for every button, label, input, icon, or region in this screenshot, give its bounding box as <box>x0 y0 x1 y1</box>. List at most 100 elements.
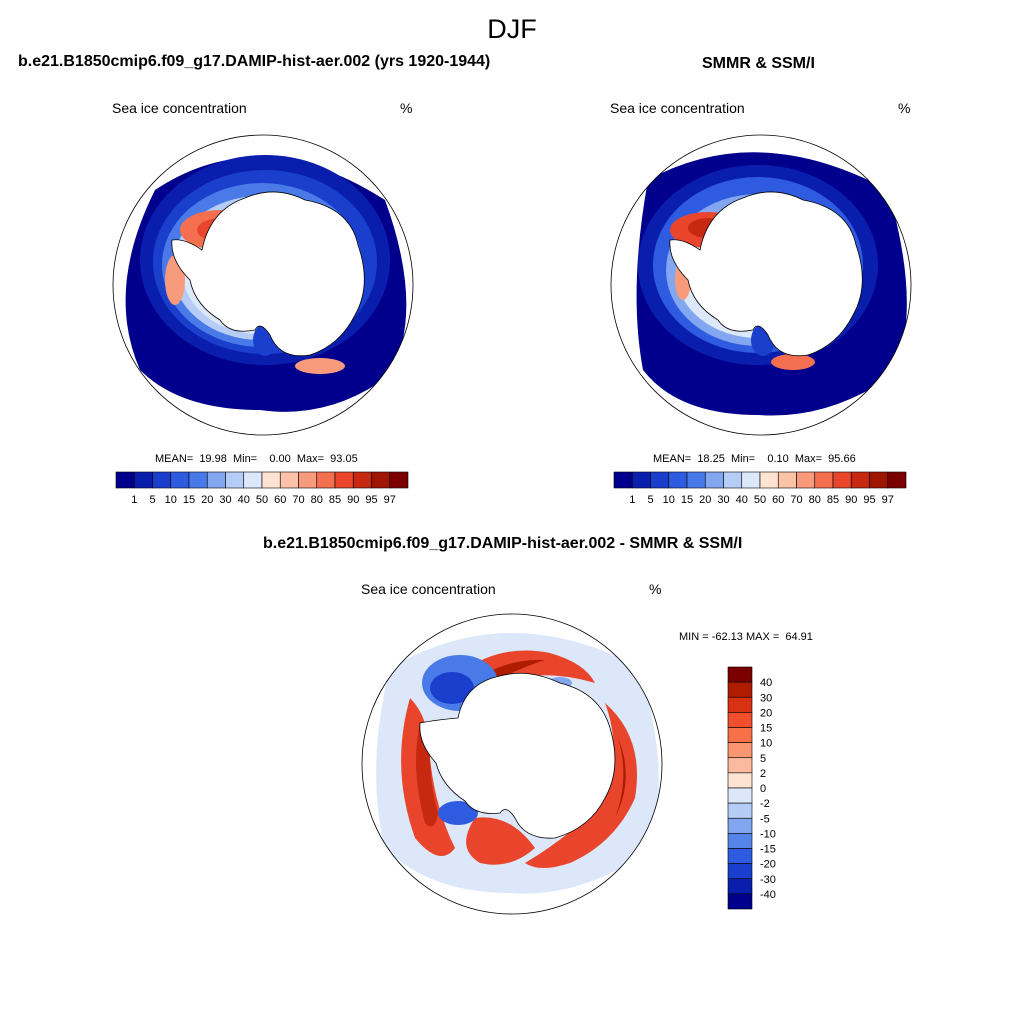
panel-3-colorbar-tick-label: -10 <box>760 828 776 840</box>
panel-2-colorbar-tick-label: 15 <box>681 494 693 506</box>
panel-2-colorbar-swatch <box>723 471 743 489</box>
panel-2-colorbar-swatch <box>796 471 816 489</box>
panel-3-colorbar-swatch <box>727 757 753 774</box>
panel-1-colorbar-tick-label: 15 <box>183 494 195 506</box>
panel-3-colorbar-swatch <box>727 863 753 880</box>
panel-2-title: SMMR & SSM/I <box>702 55 815 72</box>
panel-3-colorbar-swatch <box>727 878 753 895</box>
panel-2-colorbar-tick-label: 10 <box>663 494 675 506</box>
panel-1-colorbar-tick-label: 97 <box>384 494 396 506</box>
panel-1-colorbar-swatch <box>371 471 391 489</box>
panel-3-colorbar-tick-label: -5 <box>760 813 770 825</box>
panel-1-colorbar-tick-label: 60 <box>274 494 286 506</box>
panel-1-colorbar-tick-label: 90 <box>347 494 359 506</box>
panel-3-colorbar-swatch <box>727 681 753 698</box>
panel-3-colorbar-swatch <box>727 666 753 683</box>
panel-2-colorbar-swatch <box>704 471 724 489</box>
panel-3-title: b.e21.B1850cmip6.f09_g17.DAMIP-hist-aer.… <box>263 535 743 552</box>
panel-1-colorbar-swatch <box>133 471 153 489</box>
panel-1-colorbar-swatch <box>298 471 318 489</box>
panel-3-units-label: % <box>649 581 662 597</box>
panel-1-colorbar-tick-label: 70 <box>292 494 304 506</box>
panel-3-colorbar-swatch <box>727 817 753 834</box>
panel-2-colorbar-swatch <box>668 471 688 489</box>
panel-2-colorbar-tick-label: 80 <box>809 494 821 506</box>
panel-2-colorbar-tick-label: 20 <box>699 494 711 506</box>
panel-2-colorbar-swatch <box>759 471 779 489</box>
panel-2-units-label: % <box>898 100 911 116</box>
panel-3-colorbar-tick-label: -30 <box>760 874 776 886</box>
panel-2-colorbar-swatch <box>686 471 706 489</box>
panel-1-colorbar-swatch <box>316 471 336 489</box>
panel-1-colorbar-tick-label: 95 <box>365 494 377 506</box>
panel-3-colorbar-tick-label: 2 <box>760 768 766 780</box>
panel-2-observed-map <box>610 134 912 436</box>
panel-1-colorbar-tick-label: 85 <box>329 494 341 506</box>
panel-1-colorbar-swatch <box>206 471 226 489</box>
panel-2-colorbar-tick-label: 85 <box>827 494 839 506</box>
panel-2-colorbar-tick-label: 70 <box>790 494 802 506</box>
panel-2-colorbar-swatch <box>850 471 870 489</box>
panel-3-colorbar-tick-label: 15 <box>760 723 772 735</box>
panel-3-colorbar-swatch <box>727 848 753 864</box>
panel-2-colorbar-tick-label: 90 <box>845 494 857 506</box>
panel-2-colorbar-swatch <box>832 471 852 489</box>
panel-1-colorbar-tick-label: 1 <box>131 494 137 506</box>
panel-3-colorbar-swatch <box>727 893 753 910</box>
panel-1-colorbar-tick-label: 40 <box>238 494 250 506</box>
panel-3-colorbar-swatch <box>727 712 753 728</box>
panel-2-colorbar-swatch <box>631 471 651 489</box>
panel-1-colorbar-swatch <box>152 471 172 489</box>
panel-1-colorbar-tick-label: 50 <box>256 494 268 506</box>
panel-2-colorbar: 1 5 10 15 20 30 40 50 60 70 80 85 90 95 97 <box>613 471 907 506</box>
panel-2-colorbar-tick-label: 50 <box>754 494 766 506</box>
panel-3-colorbar-swatch <box>727 696 753 713</box>
panel-1-colorbar-swatch <box>188 471 208 489</box>
panel-1-colorbar-swatch <box>225 471 245 489</box>
panel-1-colorbar-tick-label: 20 <box>201 494 213 506</box>
panel-2-colorbar-swatch <box>613 471 633 489</box>
panel-1-colorbar-swatch <box>334 471 354 489</box>
panel-2-colorbar-tick-label: 60 <box>772 494 784 506</box>
panel-3-colorbar-swatch <box>727 772 753 789</box>
panel-2-colorbar-tick-label: 1 <box>629 494 635 506</box>
panel-3-colorbar-tick-label: -2 <box>760 798 770 810</box>
panel-2-colorbar-tick-label: 5 <box>647 494 653 506</box>
panel-1-colorbar-swatch <box>389 471 409 489</box>
panel-3-colorbar-tick-label: 40 <box>760 677 772 689</box>
panel-3-colorbar-tick-label: 20 <box>760 707 772 719</box>
panel-3-variable-label: Sea ice concentration <box>361 581 496 597</box>
panel-3-colorbar-tick-label: 10 <box>760 738 772 750</box>
panel-2-colorbar-swatch <box>650 471 670 489</box>
panel-1-colorbar-swatch <box>261 471 281 489</box>
panel-2-colorbar-tick-label: 95 <box>863 494 875 506</box>
panel-2-colorbar-tick-label: 30 <box>717 494 729 506</box>
panel-3-colorbar-swatch <box>727 727 753 743</box>
panel-3-colorbar-tick-label: 30 <box>760 692 772 704</box>
panel-3-stats: MIN = -62.13 MAX = 64.91 <box>679 631 813 643</box>
panel-1-variable-label: Sea ice concentration <box>112 100 247 116</box>
panel-3-colorbar-tick-label: -15 <box>760 844 776 856</box>
panel-1-model-map <box>112 134 414 436</box>
panel-1-colorbar-tick-label: 5 <box>149 494 155 506</box>
panel-3-colorbar-swatch <box>727 787 753 804</box>
panel-2-colorbar-swatch <box>814 471 834 489</box>
panel-1-colorbar-tick-label: 80 <box>311 494 323 506</box>
panel-3-colorbar-tick-label: 0 <box>760 783 766 795</box>
panel-1-colorbar-swatch <box>352 471 372 489</box>
panel-2-colorbar-swatch <box>741 471 761 489</box>
panel-1-colorbar-swatch <box>170 471 190 489</box>
panel-3-colorbar-swatch <box>727 833 753 849</box>
panel-1-title: b.e21.B1850cmip6.f09_g17.DAMIP-hist-aer.… <box>18 53 491 70</box>
panel-1-colorbar-tick-label: 30 <box>219 494 231 506</box>
panel-3-colorbar-tick-label: -20 <box>760 859 776 871</box>
panel-1-colorbar-swatch <box>279 471 299 489</box>
panel-1-colorbar: 1 5 10 15 20 30 40 50 60 70 80 85 90 95 97 <box>115 471 409 506</box>
panel-3-colorbar-swatch <box>727 802 753 819</box>
panel-3-difference-map <box>361 613 663 915</box>
panel-2-colorbar-swatch <box>777 471 797 489</box>
panel-2-colorbar-swatch <box>887 471 907 489</box>
panel-3-colorbar-tick-label: -40 <box>760 889 776 901</box>
figure-title: DJF <box>487 14 537 44</box>
